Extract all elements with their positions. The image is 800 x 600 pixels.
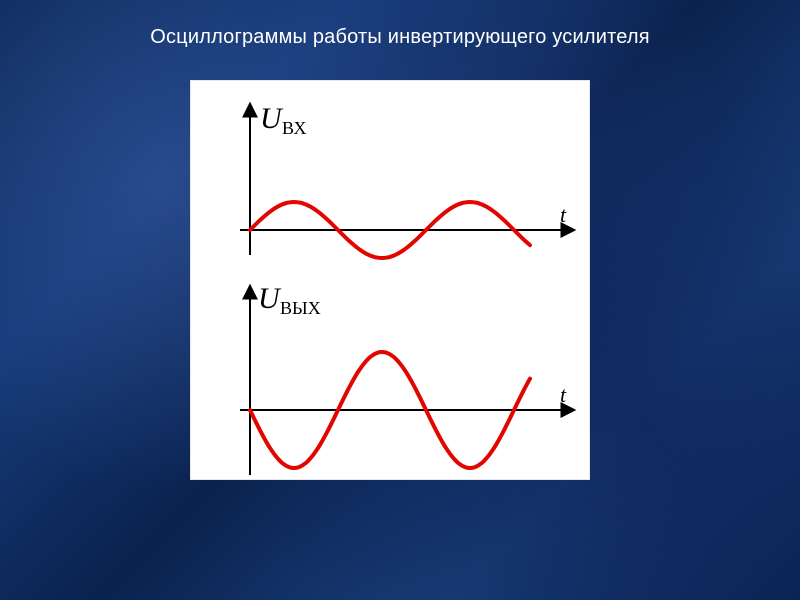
oscillogram-svg: U ВХ t U ВЫХ t: [190, 80, 590, 480]
chart-output: U ВЫХ t: [240, 282, 570, 475]
slide: Осциллограммы работы инвертирующего усил…: [0, 0, 800, 600]
u-in-sub: ВХ: [282, 118, 307, 138]
u-out-sub: ВЫХ: [280, 298, 321, 318]
slide-title: Осциллограммы работы инвертирующего усил…: [0, 26, 800, 49]
u-out-main: U: [258, 282, 282, 315]
u-out-label: U: [258, 282, 282, 315]
chart-input: U ВХ t: [240, 102, 570, 258]
u-in-main: U: [260, 102, 284, 135]
t-label-bottom: t: [560, 382, 567, 407]
t-label-top: t: [560, 202, 567, 227]
u-in-label: U: [260, 102, 284, 135]
oscillogram-canvas: U ВХ t U ВЫХ t: [190, 80, 590, 480]
